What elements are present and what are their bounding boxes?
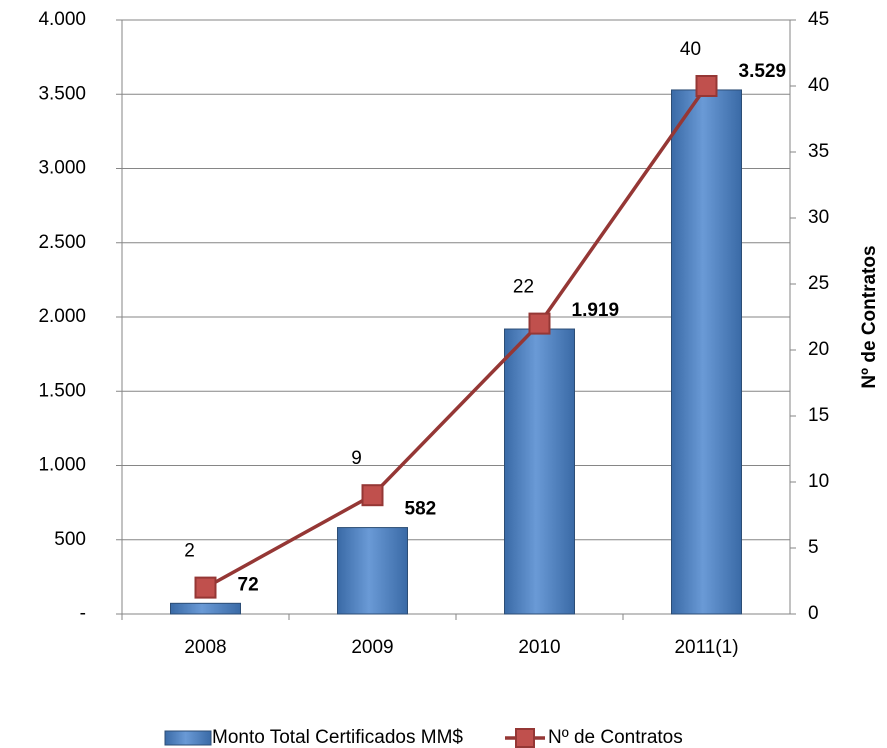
x-tick-label: 2009 [351,637,393,658]
line-value-label: 9 [351,448,362,469]
x-tick-label: 2011(1) [674,637,738,658]
y2-tick-label: 45 [808,9,829,30]
marker [361,484,384,507]
legend-label: Monto Total Certificados MM$ [212,727,463,748]
bar-value-label: 3.529 [739,61,787,82]
y2-axis-title: Nº de Contratos [859,245,880,388]
bar-value-label: 582 [405,499,437,520]
y2-tick-label: 35 [808,141,829,162]
line-value-label: 22 [513,277,534,298]
y-tick-label: 500 [54,529,86,550]
y-tick-label: 3.500 [38,83,86,104]
legend-swatch [515,728,535,748]
y2-tick-label: 10 [808,471,829,492]
x-tick-label: 2008 [184,637,226,658]
y2-tick-label: 20 [808,339,829,360]
y-tick-label: 2.500 [38,232,86,253]
y2-tick-label: 30 [808,207,829,228]
y2-tick-label: 25 [808,273,829,294]
bar [504,328,575,615]
y-tick-label: 3.000 [38,158,86,179]
bar-value-label: 72 [238,574,259,595]
bar [170,602,241,615]
y2-tick-label: 5 [808,537,819,558]
line-value-label: 40 [680,39,701,60]
bar [337,527,408,615]
bar [671,89,742,615]
marker [695,75,718,97]
y-tick-label: 1.500 [38,380,86,401]
y2-tick-label: 40 [808,75,829,96]
x-tick-label: 2010 [518,637,560,658]
legend-swatch [164,730,212,746]
legend-label: Nº de Contratos [548,727,683,748]
y2-tick-label: 15 [808,405,829,426]
bar-value-label: 1.919 [572,300,620,321]
y2-tick-label: 0 [808,603,819,624]
line [204,84,708,590]
y-tick-label: 2.000 [38,306,86,327]
y-tick-label: 1.000 [38,455,86,476]
y-tick-label: - [80,603,86,624]
marker [194,576,217,599]
y-tick-label: 4.000 [38,9,86,30]
line-value-label: 2 [184,541,195,562]
marker [528,312,551,335]
